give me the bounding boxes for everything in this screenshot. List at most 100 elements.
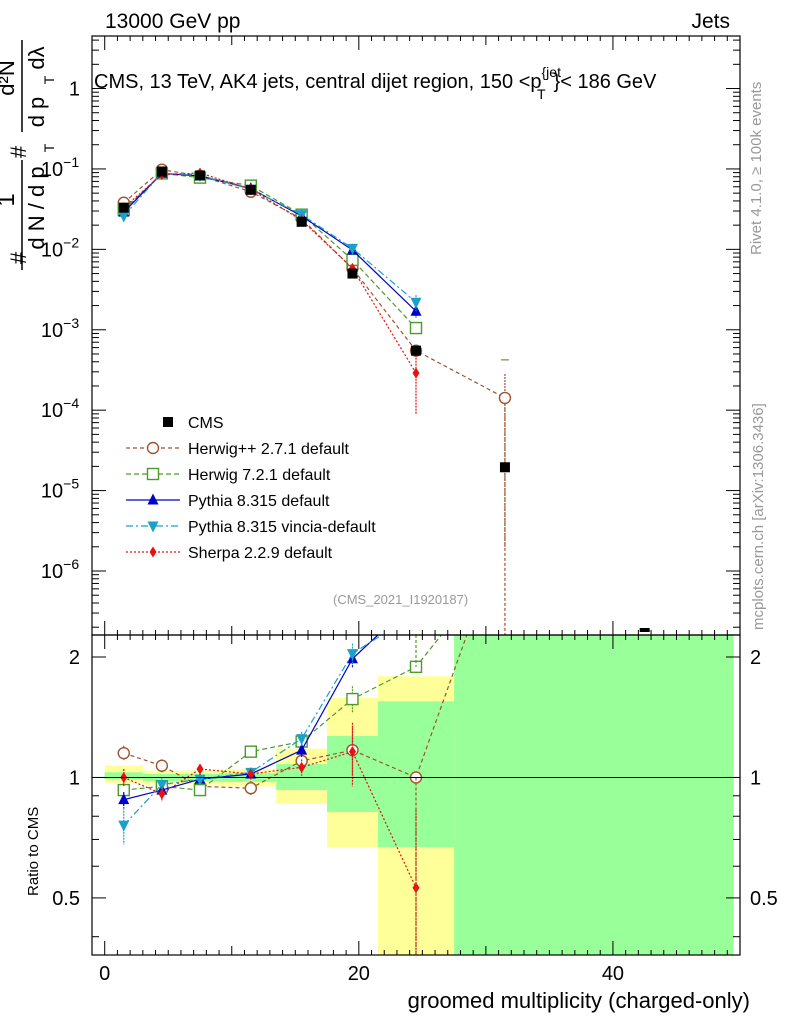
data-point bbox=[410, 297, 422, 309]
ratio-point bbox=[156, 780, 168, 792]
y-tick-label: 1 bbox=[69, 79, 80, 101]
series-3 bbox=[118, 168, 422, 312]
ratio-point bbox=[158, 788, 166, 800]
series-line-1 bbox=[123, 172, 417, 329]
cms-point bbox=[245, 184, 256, 195]
ratio-point bbox=[298, 761, 306, 773]
cms-point bbox=[156, 166, 167, 177]
data-point bbox=[118, 211, 130, 223]
legend-label: Herwig++ 2.7.1 default bbox=[188, 441, 350, 458]
series-4 bbox=[120, 167, 420, 414]
series-line-3 bbox=[123, 172, 417, 303]
analysis-id: (CMS_2021_I1920187) bbox=[333, 592, 468, 607]
ratio-tick-label-left: 2 bbox=[69, 647, 80, 669]
y-tick-label: 10−5 bbox=[41, 476, 79, 503]
legend-label: CMS bbox=[188, 415, 224, 432]
legend-entry-4: Sherpa 2.2.9 default bbox=[126, 545, 333, 562]
legend: CMS Herwig++ 2.7.1 default Herwig 7.2.1 de… bbox=[126, 415, 376, 562]
ratio-tick-label-right: 1 bbox=[750, 767, 761, 789]
y-tick-label: 10−1 bbox=[41, 154, 79, 181]
legend-marker bbox=[147, 521, 159, 533]
y-tick-label: 10−3 bbox=[41, 315, 79, 342]
ratio-line-0 bbox=[123, 634, 468, 789]
ratio-point bbox=[296, 734, 308, 746]
x-tick-label: 20 bbox=[348, 963, 370, 985]
mcplots-label: mcplots.cern.ch [arXiv:1306.3436] bbox=[750, 403, 767, 630]
series-2 bbox=[118, 166, 422, 319]
chart-title: CMS, 13 TeV, AK4 jets, central dijet reg… bbox=[94, 64, 657, 102]
ratio-point bbox=[348, 746, 356, 758]
ylabel-dpt: d p bbox=[24, 97, 49, 128]
data-point bbox=[498, 391, 512, 405]
data-point bbox=[412, 367, 420, 379]
ratio-point bbox=[196, 763, 204, 775]
series-line-4 bbox=[123, 172, 417, 374]
header-right: Jets bbox=[691, 10, 730, 33]
ratio-point bbox=[244, 745, 258, 758]
ratio-y-label: Ratio to CMS bbox=[25, 807, 42, 896]
legend-entry-0: Herwig++ 2.7.1 default bbox=[126, 441, 350, 458]
axes: 0 20 40 1 10−1 10−2 10−3 10−4 10−5 10−6 2 2 1 1 0.5 0.5 bbox=[41, 35, 778, 985]
cms-point bbox=[639, 628, 650, 632]
ylabel-one: 1 bbox=[0, 193, 20, 206]
data-point bbox=[409, 321, 423, 335]
legend-entry-2: Pythia 8.315 default bbox=[126, 493, 330, 510]
legend-entry-cms: CMS bbox=[163, 415, 224, 432]
cms-point bbox=[347, 268, 358, 279]
series-line-2 bbox=[123, 172, 417, 312]
ratio-point bbox=[155, 759, 169, 772]
ylabel-dn: d N / d p bbox=[24, 166, 49, 249]
ratio-tick-label-right: 0.5 bbox=[750, 888, 778, 910]
y-tick-label: 10−4 bbox=[41, 395, 79, 422]
series-line-0 bbox=[123, 169, 506, 399]
legend-marker bbox=[146, 441, 160, 455]
series-0 bbox=[117, 163, 512, 547]
ratio-series bbox=[92, 359, 740, 955]
ylabel-d2n: d²N bbox=[0, 60, 19, 95]
rivet-label: Rivet 4.1.0, ≥ 100k events bbox=[748, 82, 765, 255]
ratio-tick-label-left: 0.5 bbox=[52, 888, 80, 910]
x-tick-label: 0 bbox=[99, 963, 110, 985]
ratio-point bbox=[346, 649, 358, 661]
series-cms bbox=[118, 166, 650, 632]
ratio-point bbox=[193, 783, 207, 797]
cms-point bbox=[499, 462, 510, 473]
legend-label: Pythia 8.315 default bbox=[188, 493, 330, 510]
ratio-point bbox=[117, 746, 130, 760]
ylabel-hash: # bbox=[6, 251, 31, 264]
legend-marker bbox=[149, 546, 157, 558]
legend-label: Herwig 7.2.1 default bbox=[188, 467, 331, 484]
ratio-point bbox=[247, 768, 255, 780]
ratio-frame bbox=[91, 634, 741, 956]
data-point bbox=[346, 243, 358, 255]
legend-label: Sherpa 2.2.9 default bbox=[188, 545, 333, 562]
cms-point bbox=[195, 170, 205, 181]
cms-point bbox=[118, 202, 129, 213]
main-series bbox=[117, 163, 650, 632]
header-left: 13000 GeV pp bbox=[105, 10, 240, 33]
legend-marker bbox=[147, 493, 159, 505]
ylabel-hash2: # bbox=[6, 145, 31, 158]
band-green-7 bbox=[454, 635, 734, 955]
x-axis-label: groomed multiplicity (charged-only) bbox=[408, 988, 750, 1013]
ylabel-t: T bbox=[41, 143, 57, 152]
y-axis-label: #1 d N / d p T # d²N d p Tdλ bbox=[0, 40, 57, 270]
cms-point bbox=[296, 216, 307, 227]
y-tick-label: 10−2 bbox=[41, 234, 79, 261]
ratio-point bbox=[244, 782, 258, 795]
ylabel-dlambda: dλ bbox=[24, 46, 49, 69]
ratio-point bbox=[118, 793, 130, 805]
cms-point bbox=[411, 345, 421, 356]
legend-label: Pythia 8.315 vincia-default bbox=[188, 519, 376, 536]
legend-entry-3: Pythia 8.315 vincia-default bbox=[126, 519, 376, 536]
series-1 bbox=[117, 167, 423, 335]
ylabel-t2: T bbox=[41, 75, 57, 84]
ratio-point bbox=[346, 692, 359, 706]
ratio-line-1 bbox=[123, 634, 442, 791]
ratio-point bbox=[296, 743, 308, 755]
legend-marker bbox=[146, 467, 160, 481]
x-tick-label: 40 bbox=[602, 963, 624, 985]
ratio-tick-label-left: 1 bbox=[69, 767, 80, 789]
legend-marker bbox=[163, 417, 173, 427]
